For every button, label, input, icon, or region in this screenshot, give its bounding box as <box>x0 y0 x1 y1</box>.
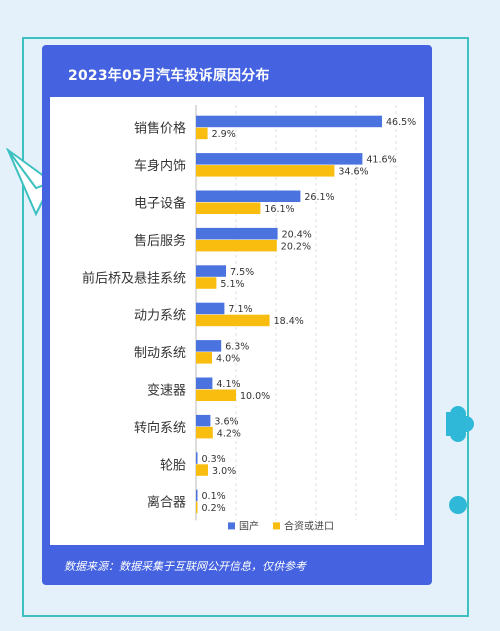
data-label: 20.2% <box>281 241 311 252</box>
category-label: 制动系统 <box>134 346 186 361</box>
category-label: 变速器 <box>147 383 186 399</box>
data-label: 20.4% <box>282 229 312 240</box>
category-label: 售后服务 <box>134 233 186 249</box>
data-label: 5.1% <box>220 279 244 290</box>
category-label: 轮胎 <box>160 458 186 473</box>
bar <box>196 265 226 277</box>
chart-card: 2023年05月汽车投诉原因分布 销售价格 46.5% 2.9% 车身内饰 41.6% 3… <box>42 45 432 585</box>
source-note: 数据来源：数据采集于互联网公开信息，仅供参考 <box>64 560 306 573</box>
legend-label: 国产 <box>239 519 259 532</box>
category-label: 前后桥及悬挂系统 <box>82 270 186 286</box>
data-label: 4.2% <box>217 428 241 439</box>
bar <box>196 352 212 364</box>
data-label: 0.3% <box>202 454 226 465</box>
category-label: 电子设备 <box>134 196 186 212</box>
chart-panel: 销售价格 46.5% 2.9% 车身内饰 41.6% 34.6% 电子设备 26.1% 16.1… <box>50 97 424 545</box>
bar <box>196 202 261 214</box>
bar <box>196 190 301 202</box>
data-label: 4.1% <box>216 379 240 390</box>
puzzle-piece-icon <box>446 406 474 442</box>
data-label: 41.6% <box>366 155 396 166</box>
bar <box>196 227 278 240</box>
data-label: 7.5% <box>230 267 254 278</box>
data-label: 0.1% <box>202 491 226 502</box>
legend-swatch <box>273 522 280 530</box>
data-label: 3.0% <box>212 466 236 477</box>
decorative-frame <box>22 37 469 617</box>
bar <box>196 153 363 165</box>
data-label: 46.5% <box>386 117 416 128</box>
bar <box>196 127 208 140</box>
legend-swatch <box>228 522 235 530</box>
chart-title: 2023年05月汽车投诉原因分布 <box>68 68 270 84</box>
category-label: 车身内饰 <box>134 158 186 174</box>
bar <box>196 340 222 352</box>
category-label: 销售价格 <box>134 121 186 137</box>
data-label: 4.0% <box>216 354 240 365</box>
bar <box>196 115 382 128</box>
category-label: 转向系统 <box>134 420 186 436</box>
bar <box>196 501 198 514</box>
data-label: 10.0% <box>240 391 270 402</box>
bar <box>196 377 213 389</box>
bar <box>196 277 217 289</box>
bar <box>196 165 335 177</box>
bar <box>196 452 198 464</box>
data-label: 6.3% <box>225 342 249 353</box>
category-label: 离合器 <box>147 495 186 511</box>
data-label: 18.4% <box>274 316 304 327</box>
bar <box>196 239 277 252</box>
bar <box>196 389 236 401</box>
data-label: 7.1% <box>228 304 252 315</box>
bar <box>196 426 213 439</box>
bar <box>196 464 208 476</box>
bar <box>196 489 198 502</box>
data-label: 0.2% <box>202 503 226 514</box>
data-label: 2.9% <box>212 129 236 140</box>
legend-label: 合资或进口 <box>284 519 334 532</box>
data-label: 26.1% <box>304 192 334 203</box>
data-label: 16.1% <box>264 204 294 215</box>
puzzle-piece-icon <box>449 496 467 514</box>
data-label: 34.6% <box>338 167 368 178</box>
category-label: 动力系统 <box>134 309 186 324</box>
data-label: 3.6% <box>214 416 238 427</box>
bar-chart: 销售价格 46.5% 2.9% 车身内饰 41.6%34.6% 电子设备 26.1% 16.1… <box>82 105 416 532</box>
bar <box>196 302 225 315</box>
bar <box>196 414 211 427</box>
bar <box>196 314 270 327</box>
